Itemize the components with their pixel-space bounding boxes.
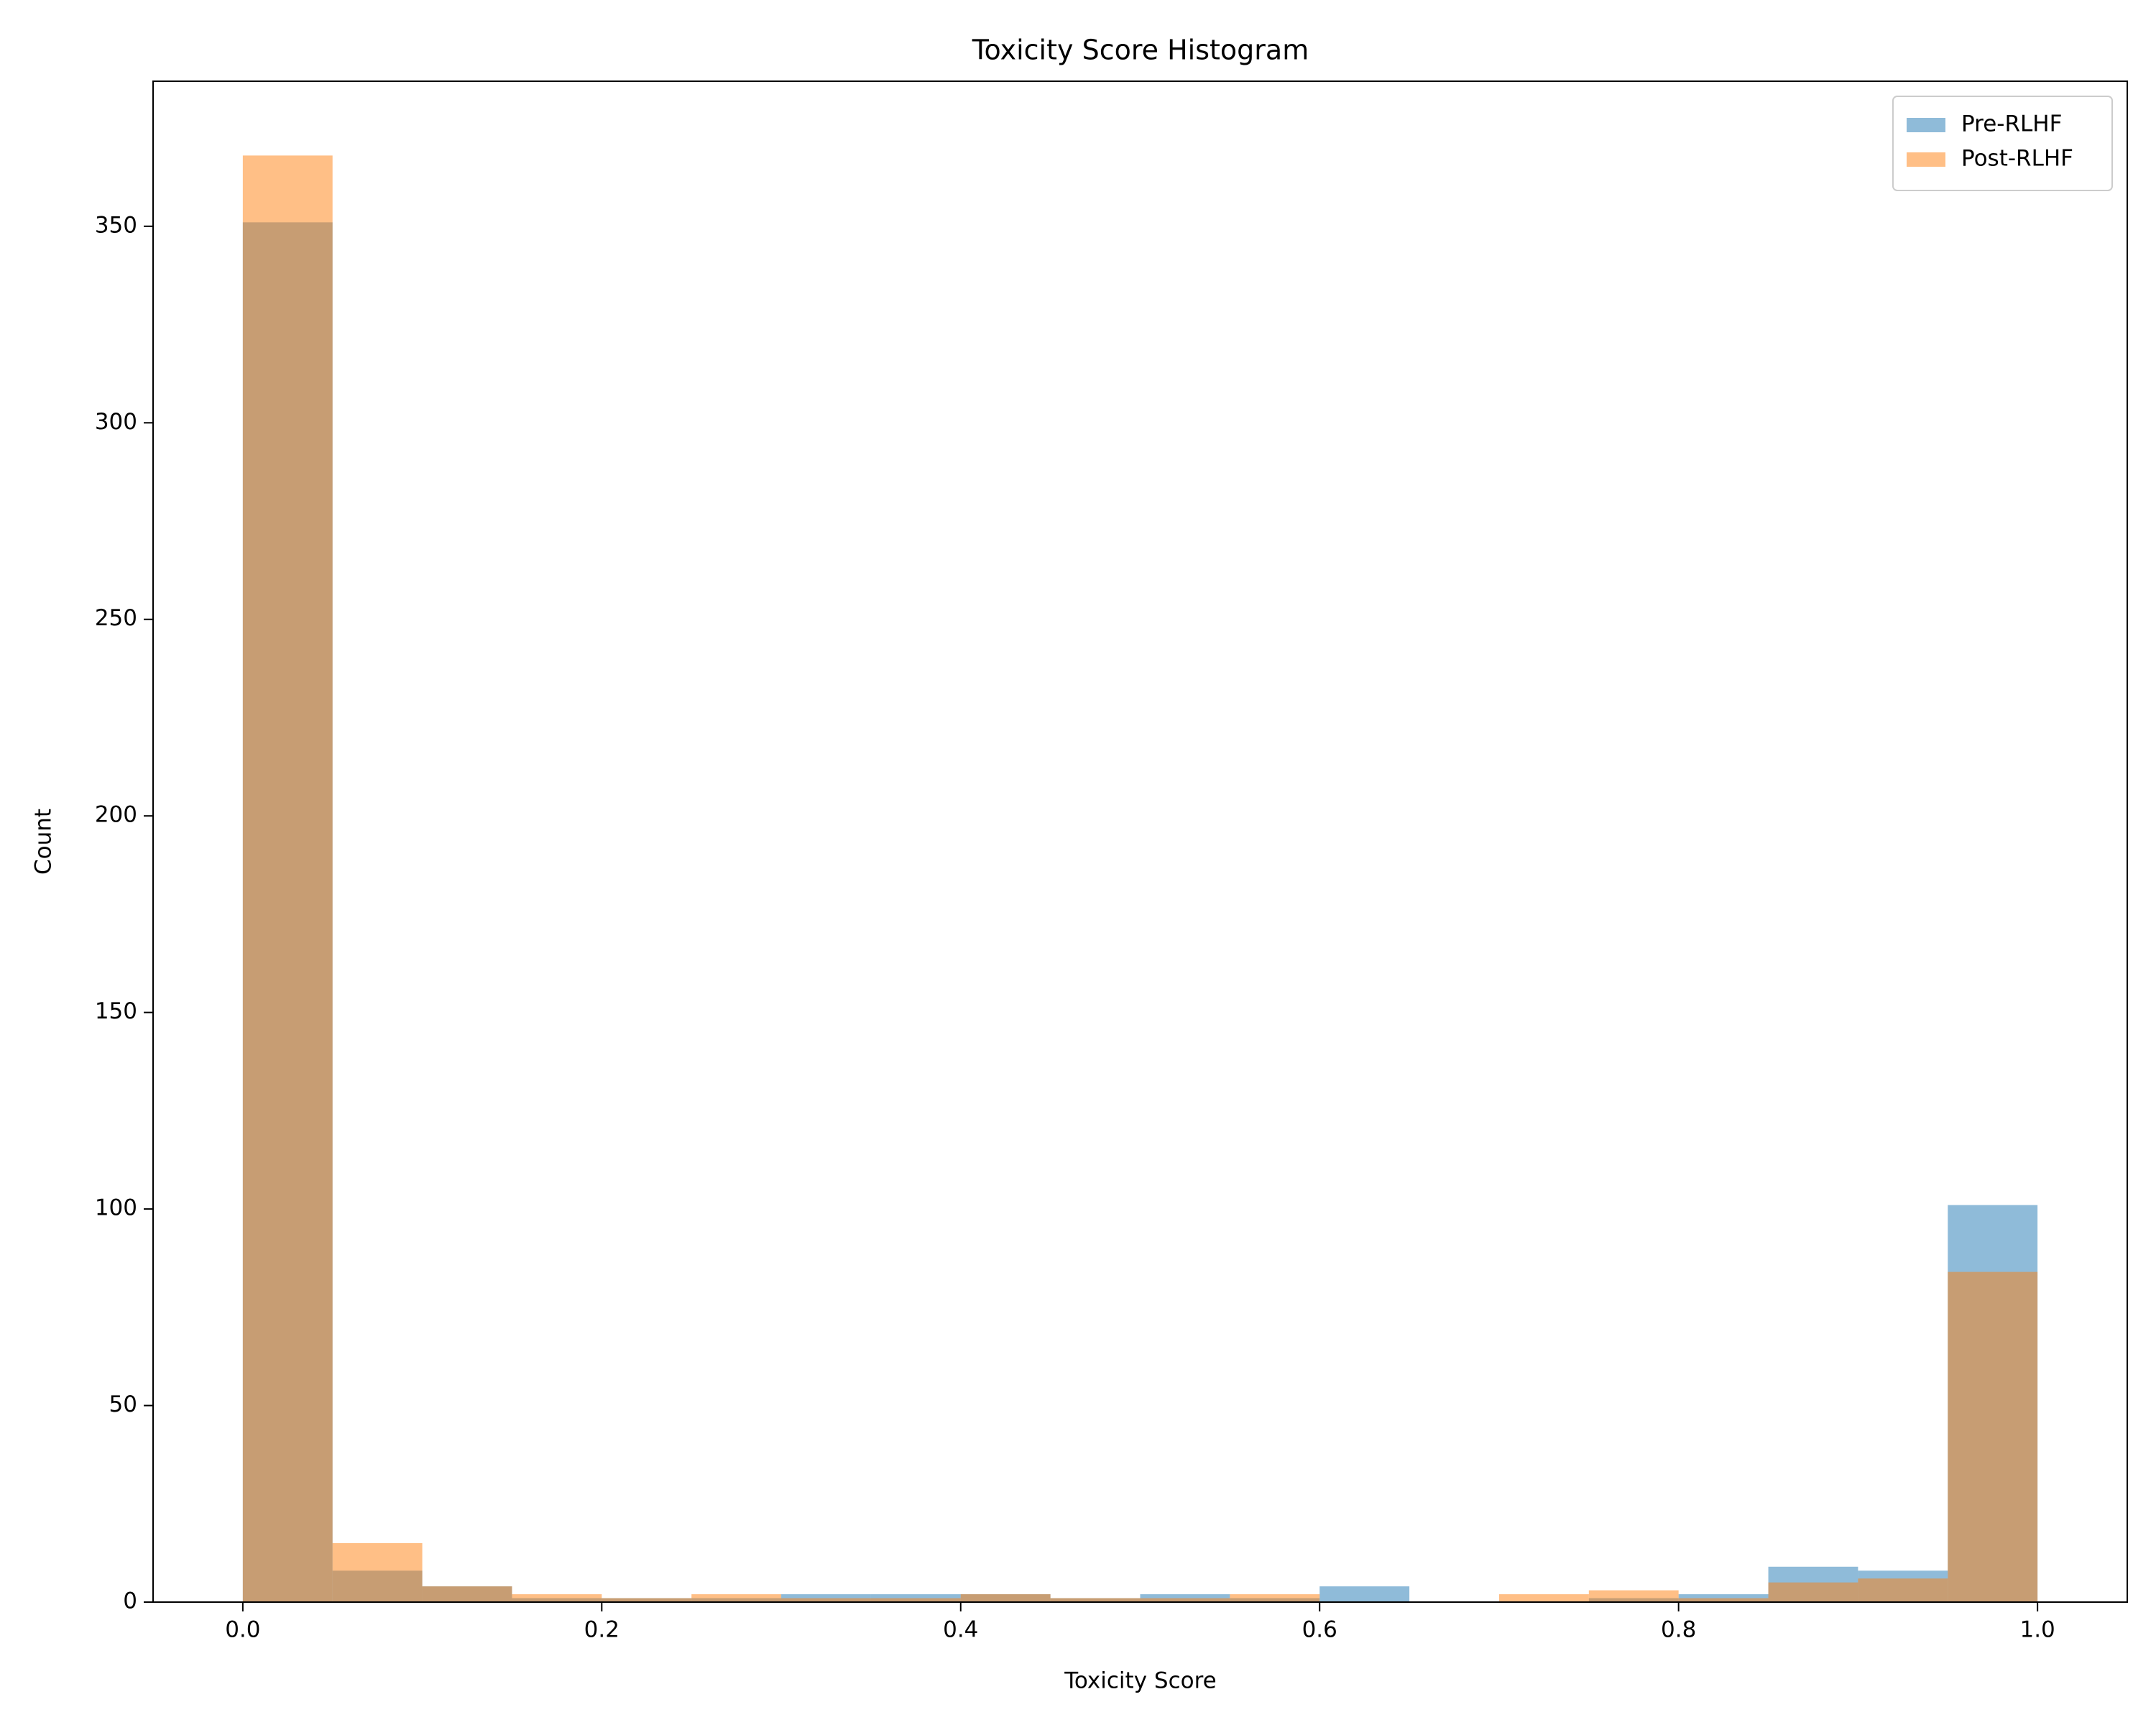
- bar: [1050, 1598, 1141, 1602]
- x-tick-label: 0.2: [584, 1617, 619, 1643]
- y-tick-label: 50: [109, 1392, 137, 1417]
- y-axis-label: Count: [31, 809, 57, 875]
- y-tick-label: 350: [95, 212, 137, 238]
- y-tick-label: 200: [95, 802, 137, 828]
- bar: [512, 1594, 602, 1602]
- y-tick-label: 300: [95, 409, 137, 435]
- legend-swatch: [1907, 118, 1945, 132]
- x-tick-label: 1.0: [2019, 1617, 2055, 1643]
- bar: [1319, 1586, 1410, 1602]
- bar: [422, 1586, 512, 1602]
- bar: [1230, 1594, 1320, 1602]
- bar: [1678, 1594, 1769, 1602]
- bar: [1588, 1590, 1679, 1602]
- x-axis-label: Toxicity Score: [1064, 1668, 1216, 1694]
- legend-label: Post-RLHF: [1961, 146, 2073, 172]
- bar: [870, 1594, 961, 1602]
- bar: [960, 1594, 1051, 1602]
- bar: [1140, 1594, 1230, 1602]
- bar: [1858, 1578, 1948, 1602]
- x-tick-label: 0.6: [1302, 1617, 1337, 1643]
- bar: [1678, 1598, 1769, 1602]
- bar: [1140, 1598, 1230, 1602]
- bar: [691, 1594, 782, 1602]
- y-tick-label: 250: [95, 605, 137, 631]
- bar: [242, 155, 333, 1603]
- bar: [602, 1598, 692, 1602]
- bar: [1768, 1582, 1858, 1602]
- y-tick-label: 150: [95, 998, 137, 1024]
- x-tick-label: 0.0: [225, 1617, 260, 1643]
- x-tick-label: 0.8: [1661, 1617, 1696, 1643]
- bar: [781, 1594, 871, 1602]
- bar: [1498, 1594, 1589, 1602]
- plot-frame: [152, 80, 2128, 1603]
- bar: [332, 1542, 423, 1602]
- legend-box: [1892, 96, 2113, 191]
- bar: [1948, 1271, 2038, 1602]
- y-tick-label: 100: [95, 1195, 137, 1221]
- chart-title: Toxicity Score Histogram: [972, 34, 1309, 66]
- legend-swatch: [1907, 152, 1945, 167]
- legend-label: Pre-RLHF: [1961, 111, 2062, 137]
- bar: [781, 1598, 871, 1602]
- x-tick-label: 0.4: [943, 1617, 978, 1643]
- bar: [870, 1598, 961, 1602]
- y-tick-label: 0: [123, 1588, 137, 1614]
